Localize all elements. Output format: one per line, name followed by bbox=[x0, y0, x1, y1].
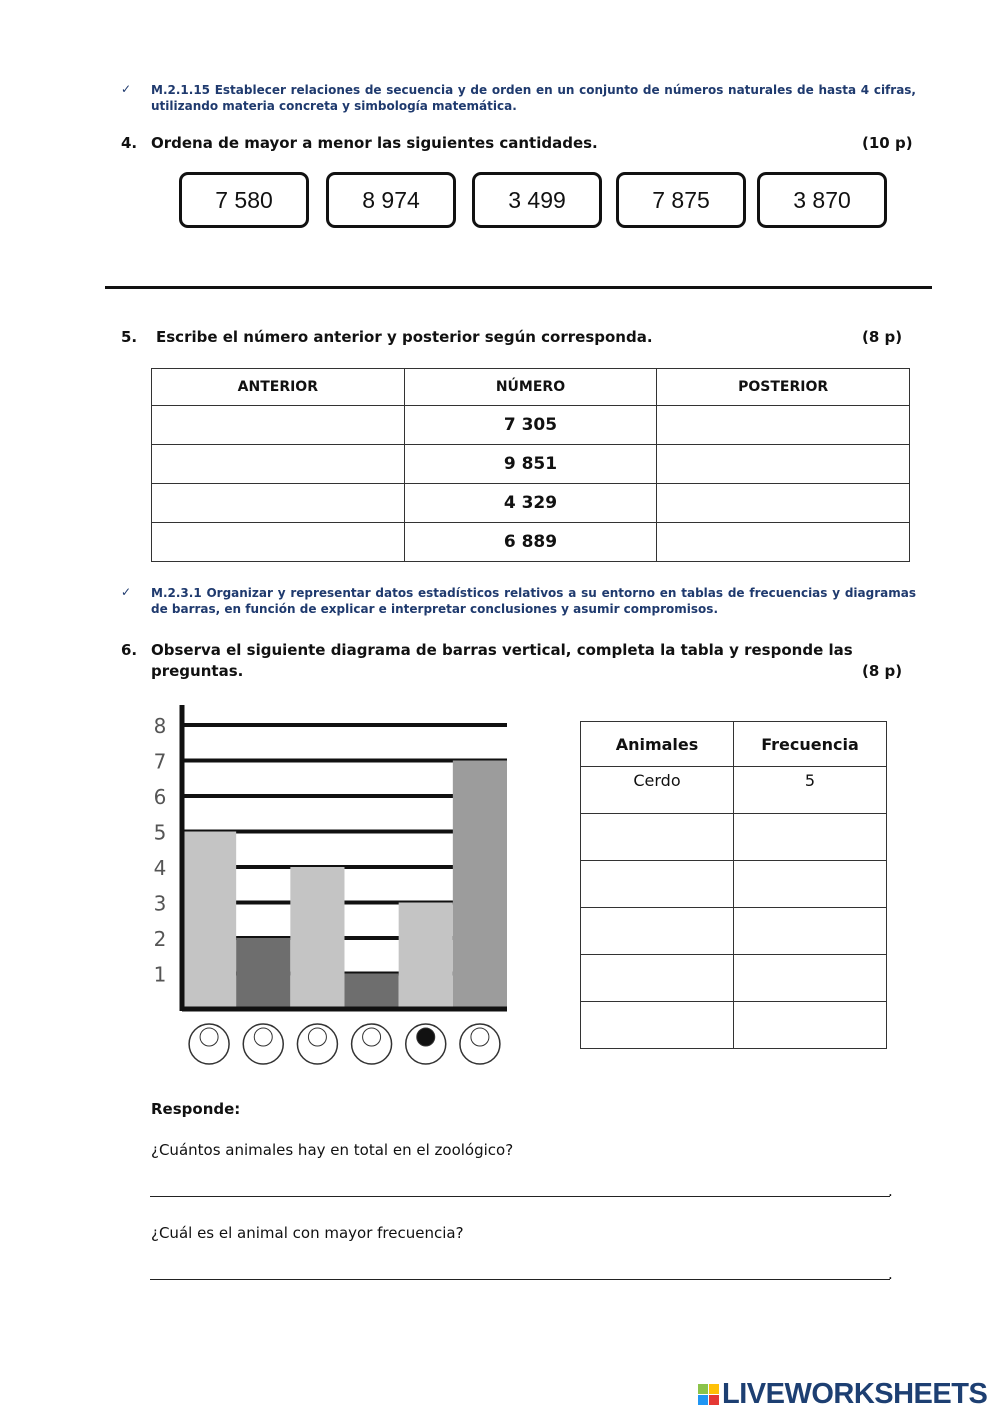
bar-chart: 1 2 3 4 5 6 7 8 bbox=[154, 705, 507, 1065]
column-header: ANTERIOR bbox=[151, 368, 405, 406]
anterior-input[interactable] bbox=[151, 522, 405, 562]
liveworksheets-logo: LIVEWORKSHEETS bbox=[698, 1378, 988, 1411]
period: . bbox=[888, 1182, 893, 1200]
y-tick-label: 8 bbox=[154, 714, 167, 738]
posterior-input[interactable] bbox=[656, 522, 910, 562]
posterior-input[interactable] bbox=[656, 444, 910, 484]
column-header: Frecuencia bbox=[733, 721, 887, 767]
y-tick-label: 4 bbox=[154, 856, 167, 880]
quantity-box[interactable]: 3 499 bbox=[472, 172, 602, 228]
bar bbox=[236, 938, 291, 1009]
table-row bbox=[580, 813, 887, 861]
divider bbox=[105, 286, 932, 289]
frequency-input[interactable] bbox=[733, 860, 887, 908]
column-header: POSTERIOR bbox=[656, 368, 910, 406]
points: (8 p) bbox=[862, 662, 903, 680]
column-header: NÚMERO bbox=[403, 368, 658, 406]
elephant-icon bbox=[350, 1023, 393, 1065]
question-number: 6. bbox=[121, 641, 138, 659]
panda-icon bbox=[405, 1023, 447, 1065]
logo-text: LIVEWORKSHEETS bbox=[722, 1378, 988, 1410]
frequency-table: Animales Frecuencia Cerdo 5 bbox=[580, 721, 887, 1049]
table-row bbox=[580, 1001, 887, 1049]
frequency-input[interactable] bbox=[733, 813, 887, 861]
bar bbox=[290, 867, 345, 1009]
number-cell: 9 851 bbox=[403, 444, 658, 484]
giraffe-icon bbox=[296, 1023, 339, 1065]
y-tick-label: 5 bbox=[154, 821, 167, 845]
y-tick-label: 6 bbox=[154, 785, 167, 809]
y-tick-label: 2 bbox=[154, 927, 167, 951]
lion-icon bbox=[459, 1023, 501, 1065]
frequency-cell: 5 bbox=[733, 766, 887, 814]
quantity-box[interactable]: 7 875 bbox=[616, 172, 746, 228]
frequency-input[interactable] bbox=[733, 1001, 887, 1049]
answer-input[interactable] bbox=[150, 1180, 890, 1197]
animal-input[interactable] bbox=[580, 860, 734, 908]
bar bbox=[452, 760, 507, 1009]
logo-icon bbox=[698, 1384, 719, 1405]
question-text: Escribe el número anterior y posterior s… bbox=[156, 328, 653, 346]
table-row bbox=[580, 860, 887, 908]
animal-input[interactable] bbox=[580, 813, 734, 861]
period: . bbox=[888, 1265, 893, 1283]
quantity-box[interactable]: 7 580 bbox=[179, 172, 309, 228]
points: (8 p) bbox=[862, 328, 903, 346]
bar bbox=[398, 902, 453, 1009]
table-row: 6 889 bbox=[151, 522, 910, 562]
question-number: 5. bbox=[121, 328, 138, 346]
question-text: Ordena de mayor a menor las siguientes c… bbox=[151, 134, 598, 152]
quantity-box[interactable]: 3 870 bbox=[757, 172, 887, 228]
column-header: Animales bbox=[580, 721, 734, 767]
number-cell: 7 305 bbox=[403, 405, 658, 445]
bar bbox=[344, 973, 399, 1009]
y-tick-label: 1 bbox=[154, 963, 167, 987]
points: (10 p) bbox=[862, 134, 913, 152]
objective-text: M.2.3.1 Organizar y representar datos es… bbox=[151, 586, 916, 616]
posterior-input[interactable] bbox=[656, 483, 910, 523]
table-row: 4 329 bbox=[151, 483, 910, 523]
pig-icon bbox=[188, 1023, 230, 1065]
frequency-input[interactable] bbox=[733, 954, 887, 1002]
answer-input[interactable] bbox=[150, 1263, 890, 1280]
animal-input[interactable] bbox=[580, 954, 734, 1002]
quantity-box[interactable]: 8 974 bbox=[326, 172, 456, 228]
number-cell: 6 889 bbox=[403, 522, 658, 562]
number-cell: 4 329 bbox=[403, 483, 658, 523]
dog-icon bbox=[242, 1023, 284, 1065]
anterior-input[interactable] bbox=[151, 483, 405, 523]
objective-text: M.2.1.15 Establecer relaciones de secuen… bbox=[151, 83, 916, 113]
animal-cell: Cerdo bbox=[580, 766, 734, 814]
anterior-input[interactable] bbox=[151, 444, 405, 484]
respond-label: Responde: bbox=[151, 1100, 241, 1118]
question-text: Observa el siguiente diagrama de barras … bbox=[151, 641, 853, 659]
table-row: 7 305 bbox=[151, 405, 910, 445]
frequency-input[interactable] bbox=[733, 907, 887, 955]
animal-input[interactable] bbox=[580, 907, 734, 955]
table-row bbox=[580, 954, 887, 1002]
question-text: ¿Cuántos animales hay en total en el zoo… bbox=[151, 1141, 514, 1159]
animal-input[interactable] bbox=[580, 1001, 734, 1049]
check-icon: ✓ bbox=[121, 585, 132, 599]
predecessor-successor-table: ANTERIOR NÚMERO POSTERIOR 7 305 9 851 4 32… bbox=[151, 368, 910, 562]
check-icon: ✓ bbox=[121, 82, 132, 96]
table-row: Cerdo 5 bbox=[580, 766, 887, 814]
question-text: preguntas. bbox=[151, 662, 244, 680]
posterior-input[interactable] bbox=[656, 405, 910, 445]
table-row bbox=[580, 907, 887, 955]
y-tick-label: 3 bbox=[154, 892, 167, 916]
y-tick-label: 7 bbox=[154, 750, 167, 774]
anterior-input[interactable] bbox=[151, 405, 405, 445]
question-number: 4. bbox=[121, 134, 138, 152]
bar bbox=[182, 831, 237, 1009]
question-text: ¿Cuál es el animal con mayor frecuencia? bbox=[151, 1224, 464, 1242]
table-row: 9 851 bbox=[151, 444, 910, 484]
